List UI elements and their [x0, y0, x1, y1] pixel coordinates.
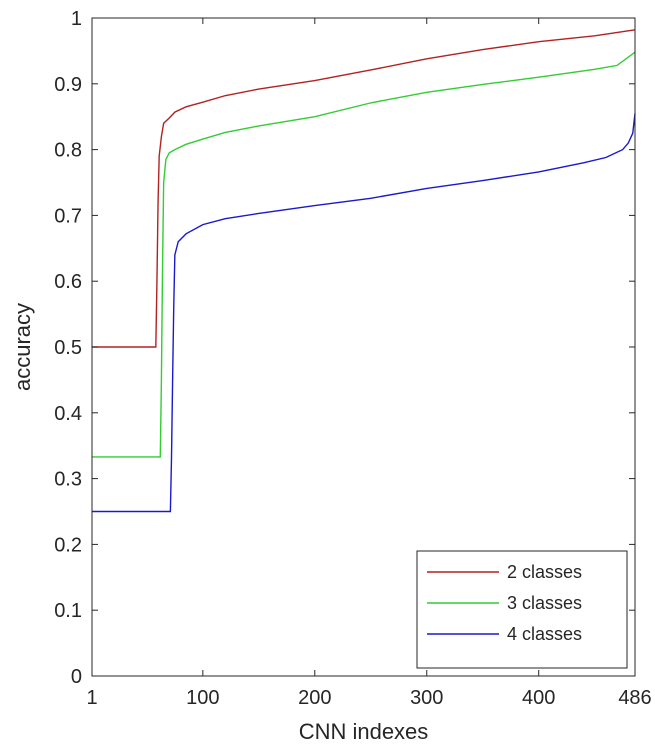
legend-box: [416, 550, 628, 669]
x-tick-label: 200: [298, 687, 331, 709]
y-tick-label: 0.4: [54, 403, 82, 425]
x-tick-label: 300: [410, 687, 443, 709]
series-line-2-classes: [92, 29, 636, 348]
x-axis: 1 100 200 300 400 486: [86, 18, 652, 709]
y-tick-label: 0.8: [54, 140, 82, 162]
x-tick-label: 486: [618, 687, 651, 709]
series-line-3-classes: [92, 51, 636, 458]
y-tick-label: 0.1: [54, 600, 82, 622]
y-tick-label: 0.6: [54, 271, 82, 293]
y-tick-label: 1: [71, 8, 82, 30]
legend-label: 3 classes: [507, 593, 582, 613]
legend-label: 4 classes: [507, 624, 582, 644]
series-layer: [92, 29, 636, 513]
y-tick-label: 0: [71, 666, 82, 688]
legend: 2 classes 3 classes 4 classes: [416, 550, 628, 669]
x-axis-title: CNN indexes: [299, 719, 429, 744]
x-tick-label: 1: [86, 687, 97, 709]
x-tick-label: 100: [186, 687, 219, 709]
y-tick-label: 0.2: [54, 534, 82, 556]
y-tick-label: 0.7: [54, 205, 82, 227]
series-line-4-classes: [92, 113, 636, 513]
y-axis: 0 0.1 0.2 0.3 0.4 0.5 0.6 0.7 0.8 0.9 1: [54, 8, 635, 688]
y-tick-label: 0.5: [54, 337, 82, 359]
y-tick-label: 0.9: [54, 74, 82, 96]
legend-label: 2 classes: [507, 562, 582, 582]
x-tick-label: 400: [522, 687, 555, 709]
y-axis-title: accuracy: [10, 303, 35, 391]
y-tick-label: 0.3: [54, 469, 82, 491]
